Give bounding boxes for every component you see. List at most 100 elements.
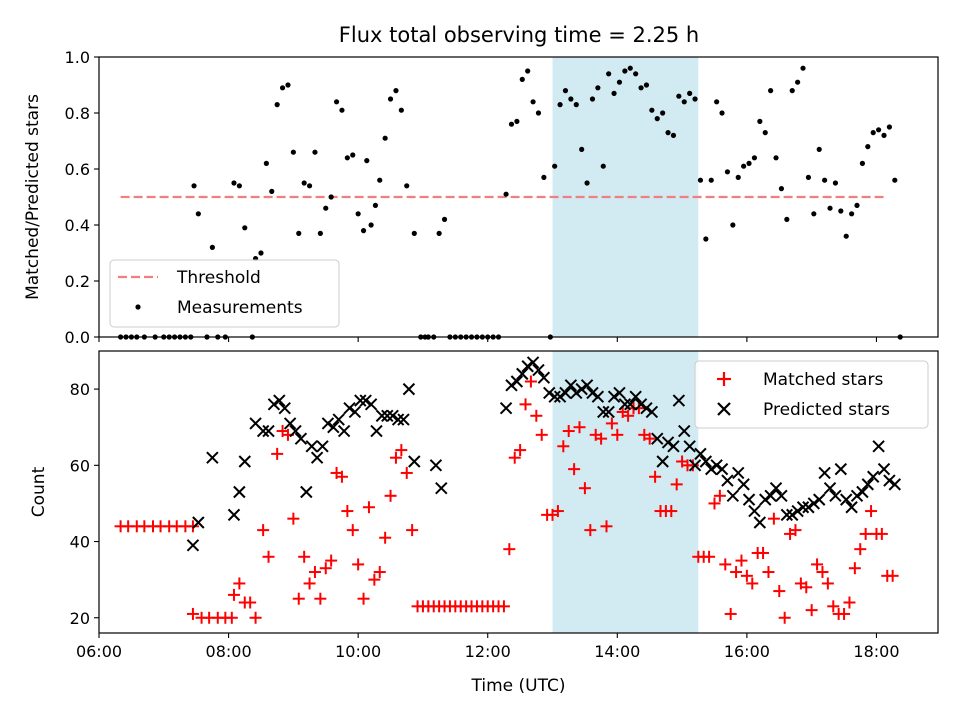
measurement-point — [795, 79, 801, 85]
matched-point — [773, 585, 786, 598]
legend-matched-label: Matched stars — [763, 370, 883, 390]
measurement-point — [865, 144, 871, 150]
matched-point — [262, 550, 275, 563]
measurement-point — [557, 102, 563, 108]
measurement-point — [670, 132, 677, 138]
predicted-point — [807, 497, 821, 510]
measurement-point — [778, 186, 785, 192]
measurement-point — [643, 82, 650, 88]
measurement-point — [519, 76, 525, 82]
predicted-point — [759, 493, 772, 506]
measurement-point — [870, 130, 876, 136]
measurement-point — [191, 183, 197, 189]
legend-threshold-label: Threshold — [176, 268, 261, 288]
measurement-point — [811, 211, 817, 217]
predicted-point — [575, 382, 588, 396]
predicted-point — [845, 501, 858, 514]
predicted-point — [721, 474, 734, 487]
measurement-point — [436, 230, 442, 236]
measurement-point — [263, 160, 269, 166]
measurement-point — [649, 107, 655, 113]
measurement-point — [584, 180, 590, 186]
measurement-point — [393, 88, 399, 94]
x-tick-label: 12:00 — [465, 642, 511, 661]
predicted-point — [613, 386, 626, 400]
matched-point — [735, 554, 748, 567]
measurement-point — [364, 158, 370, 164]
bottom-y-axis-label: Count — [29, 466, 49, 517]
matched-point — [346, 524, 359, 537]
top-y-axis-label: Matched/Predicted stars — [23, 94, 43, 300]
predicted-point — [283, 417, 297, 430]
measurement-point — [876, 127, 882, 133]
legend-predicted-swatch — [717, 402, 731, 416]
matched-point — [816, 566, 829, 579]
measurement-point — [279, 85, 286, 91]
predicted-point — [402, 382, 416, 396]
matched-point — [805, 604, 818, 617]
measurement-point — [859, 160, 866, 166]
measurement-point — [535, 110, 542, 116]
matched-point — [406, 524, 419, 537]
matched-point — [530, 409, 543, 422]
predicted-point — [661, 436, 675, 449]
bottom-panel: 20 40 60 80 06:00 08:00 10:00 12:00 14:00 16:00 18… — [29, 350, 939, 696]
predicted-point — [327, 421, 340, 434]
predicted-point — [289, 424, 302, 438]
predicted-points — [186, 356, 902, 552]
matched-point — [298, 550, 311, 563]
measurement-point — [746, 160, 752, 166]
matched-point — [865, 505, 878, 518]
predicted-point — [834, 462, 848, 476]
predicted-point — [726, 489, 740, 503]
matched-point — [341, 505, 354, 518]
matched-point — [719, 558, 732, 571]
predicted-point — [332, 413, 345, 426]
measurement-point — [368, 222, 374, 228]
matched-point — [875, 527, 888, 540]
y-tick-label: 0.4 — [65, 216, 90, 235]
measurement-point — [611, 90, 617, 96]
matched-point — [503, 543, 516, 556]
matched-point — [854, 543, 867, 556]
measurement-point — [562, 88, 569, 94]
matched-point — [308, 566, 321, 579]
predicted-point — [294, 432, 308, 445]
y-tick-label: 0.8 — [65, 104, 90, 123]
predicted-point — [624, 398, 637, 411]
predicted-point — [532, 363, 545, 377]
measurement-point — [595, 85, 601, 91]
matched-point — [746, 577, 759, 590]
measurement-point — [886, 124, 893, 130]
matched-point — [287, 512, 300, 525]
predicted-point — [316, 440, 329, 453]
figure-title: Flux total observing time = 2.25 h — [339, 23, 699, 47]
measurement-point — [665, 130, 671, 136]
matched-point — [244, 596, 257, 609]
matched-point — [649, 470, 662, 483]
x-tick-label: 06:00 — [76, 642, 122, 661]
y-tick-label: 0.2 — [65, 272, 90, 291]
legend-matched-swatch — [717, 372, 731, 386]
measurement-point — [762, 130, 768, 136]
predicted-point — [694, 447, 707, 461]
measurement-point — [382, 135, 388, 141]
y-tick-label: 20 — [70, 609, 90, 628]
predicted-point — [672, 394, 686, 407]
measurement-point — [730, 222, 736, 228]
measurement-point — [589, 96, 596, 102]
predicted-point — [764, 489, 777, 503]
bottom-legend-box — [694, 360, 929, 429]
matched-point — [335, 470, 348, 483]
predicted-point — [786, 508, 799, 522]
measurement-point — [849, 211, 855, 217]
measurement-point — [231, 180, 237, 186]
predicted-point — [238, 455, 251, 468]
matched-point — [724, 607, 737, 620]
matched-point — [227, 588, 240, 601]
bottom-legend: Matched stars Predicted stars — [694, 360, 929, 429]
matched-point — [303, 577, 316, 590]
predicted-point — [408, 455, 421, 468]
predicted-point — [888, 478, 902, 491]
